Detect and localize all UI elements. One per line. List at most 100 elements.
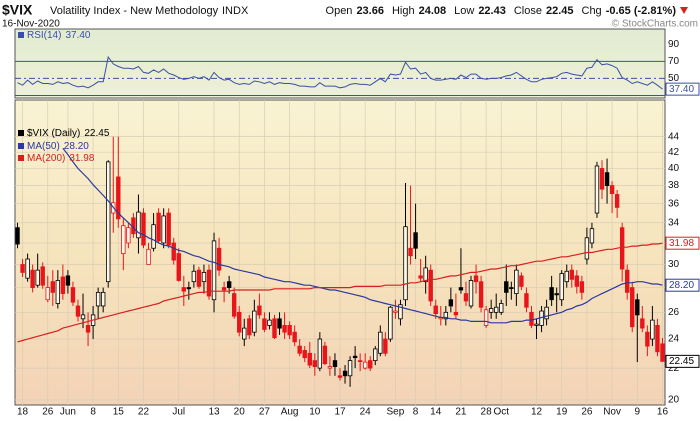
- candle-body: [433, 305, 438, 315]
- legend-entry: MA(50) 28.20: [27, 141, 89, 152]
- candle-body: [418, 275, 423, 279]
- y-tick-label: 24: [668, 334, 680, 345]
- candle-body: [60, 276, 66, 294]
- x-tick-label: Aug: [281, 407, 299, 418]
- candle-body: [373, 348, 378, 362]
- candle-body: [116, 176, 121, 220]
- last-value-label: 31.98: [669, 238, 694, 249]
- rsi-panel: [14, 28, 666, 99]
- legend-name: $VIX (Daily): [27, 128, 80, 139]
- candle-body: [312, 360, 318, 368]
- y-tick-label: 30: [668, 259, 680, 270]
- candle-body: [307, 352, 312, 366]
- candle-body: [604, 172, 610, 186]
- symbol: $VIX: [2, 2, 33, 18]
- x-tick-label: 8: [90, 407, 96, 418]
- y-tick-label: 40: [668, 163, 680, 174]
- candle-body: [231, 293, 237, 317]
- legend-value: 37.40: [65, 30, 90, 41]
- candle-body: [302, 349, 307, 359]
- x-tick-label: Jun: [60, 407, 76, 418]
- x-tick-label: 19: [556, 407, 568, 418]
- legend-name: MA(200): [27, 153, 65, 164]
- x-tick-label: Nov: [603, 407, 621, 418]
- x-tick-label: 26: [42, 407, 54, 418]
- candle-body: [463, 293, 469, 302]
- candle-body: [494, 306, 499, 313]
- candle-body: [378, 331, 383, 354]
- candle-body: [50, 281, 55, 293]
- candle-body: [226, 281, 232, 288]
- quote-value: 23.66: [356, 5, 384, 17]
- last-value-box: [665, 82, 700, 96]
- candle-body: [559, 273, 564, 301]
- quote-label: Chg: [582, 5, 602, 17]
- last-value-box: [665, 278, 700, 292]
- candle-body: [357, 360, 363, 363]
- candle-body: [619, 227, 625, 270]
- candle-body: [514, 269, 519, 294]
- quote-label: High: [392, 5, 415, 17]
- legend-entry: MA(200) 31.98: [27, 153, 95, 164]
- candle-body: [292, 331, 297, 343]
- x-tick-label: 8: [413, 407, 419, 418]
- date: 16-Nov-2020: [2, 19, 60, 30]
- candle-body: [448, 299, 454, 307]
- candle-body: [282, 325, 287, 333]
- legend-value: 28.20: [64, 141, 89, 152]
- candle-body: [630, 287, 635, 328]
- candle-body: [146, 248, 151, 265]
- quote: Open 23.66 High 24.08 Low 22.43 Close 22.45 Chg -…: [326, 5, 677, 17]
- candle-body: [579, 281, 585, 293]
- candle-body: [499, 303, 504, 313]
- candle-body: [549, 287, 554, 301]
- candle-body: [488, 308, 494, 313]
- x-tick-label: 27: [259, 407, 271, 418]
- candle-body: [599, 168, 605, 190]
- quote-value: -0.65 (-2.81%): [606, 5, 677, 17]
- candle-body: [211, 240, 217, 301]
- quote-label: Open: [326, 5, 353, 17]
- candle-body: [468, 280, 474, 307]
- legend-value: 31.98: [69, 153, 94, 164]
- candle-body: [85, 325, 91, 333]
- candle-body: [262, 318, 267, 330]
- candle-body: [332, 360, 338, 368]
- candle-body: [362, 361, 368, 369]
- x-tick-label: 17: [334, 407, 346, 418]
- candle-body: [534, 323, 539, 326]
- candle-body: [70, 287, 76, 303]
- candle-body: [569, 269, 574, 280]
- candle-body: [65, 275, 71, 286]
- y-tick-label: 44: [668, 131, 680, 142]
- candle-body: [106, 161, 111, 283]
- candle-body: [297, 345, 302, 354]
- candle-body: [388, 306, 393, 340]
- candle-body: [247, 318, 252, 336]
- y-tick-label: 90: [668, 39, 680, 50]
- x-tick-label: 14: [430, 407, 442, 418]
- y-tick-label: 42: [668, 147, 680, 158]
- legend-swatch: [18, 143, 24, 149]
- last-value-label: 22.45: [669, 356, 694, 367]
- x-tick-label: Sep: [387, 407, 405, 418]
- candle-body: [524, 293, 529, 308]
- exchange: INDX: [222, 5, 249, 17]
- last-value-label: 37.40: [669, 84, 694, 95]
- candle-body: [136, 211, 141, 239]
- candle-body: [15, 227, 20, 245]
- y-tick-label: 22: [668, 363, 680, 374]
- candle-body: [574, 275, 580, 287]
- candle-body: [35, 269, 40, 286]
- candle-body: [408, 247, 413, 257]
- candle-body: [504, 281, 509, 293]
- candle-body: [564, 270, 569, 283]
- candle-body: [237, 311, 242, 333]
- candle-body: [121, 225, 126, 254]
- candle-body: [171, 242, 176, 261]
- x-tick-label: 18: [17, 407, 29, 418]
- candle-body: [252, 310, 257, 333]
- candle-body: [151, 224, 156, 249]
- candle-body: [650, 319, 655, 340]
